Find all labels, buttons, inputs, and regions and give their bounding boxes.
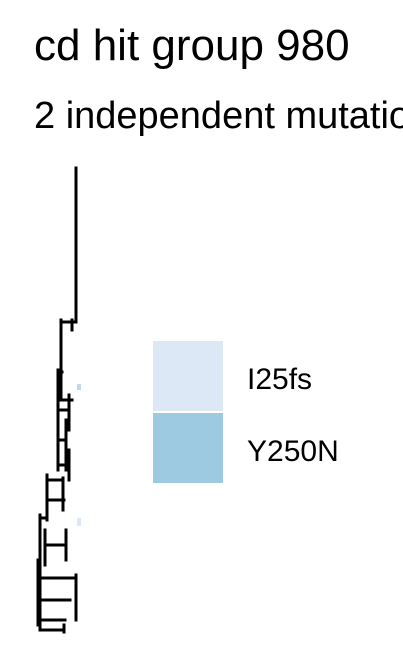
phylogenetic-tree <box>36 166 78 634</box>
chart-subtitle: 2 independent mutations <box>34 95 403 137</box>
tree-branch <box>56 448 71 482</box>
tree-branch <box>43 528 68 567</box>
legend-label-i25fs: I25fs <box>247 363 312 396</box>
tip-mark-y250n <box>77 384 81 390</box>
tree-branch <box>59 166 78 324</box>
tree-branch <box>59 318 74 402</box>
tip-mark-i25fs-2 <box>77 518 81 526</box>
legend: I25fs Y250N <box>153 341 339 483</box>
tree-branch <box>38 513 49 632</box>
tree-branch <box>56 393 71 432</box>
tip-marks <box>77 384 81 526</box>
legend-swatch-i25fs <box>153 341 223 411</box>
legend-label-y250n: Y250N <box>247 435 339 468</box>
tree-branch <box>45 473 66 522</box>
chart-title: cd hit group 980 <box>34 21 350 70</box>
legend-swatch-y250n <box>153 413 223 483</box>
tree-branch <box>36 558 78 627</box>
tree-branch <box>56 368 64 472</box>
tree-branch <box>56 418 68 472</box>
